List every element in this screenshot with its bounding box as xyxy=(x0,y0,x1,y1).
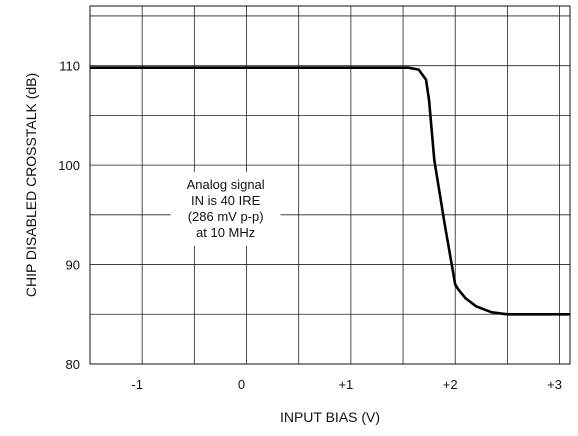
x-tick-label: +2 xyxy=(443,377,458,392)
annotation-background xyxy=(170,171,281,246)
y-tick-label: 110 xyxy=(59,59,80,74)
crosstalk-curve xyxy=(90,66,570,316)
annotation-box: Analog signal IN is 40 IRE (286 mV p-p) at … xyxy=(170,171,281,246)
annotation-line: Analog signal xyxy=(187,177,265,192)
plot-frame xyxy=(89,5,571,365)
x-tick-label: -1 xyxy=(131,377,143,392)
annotation-line: (286 mV p-p) xyxy=(188,209,264,224)
y-axis-label: CHIP DISABLED CROSSTALK (dB) xyxy=(23,73,39,297)
annotation-text: Analog signal IN is 40 IRE (286 mV p-p) at … xyxy=(187,177,265,240)
y-tick-label: 80 xyxy=(66,357,80,372)
annotation-line: at 10 MHz xyxy=(196,225,255,240)
x-tick-label: +1 xyxy=(338,377,353,392)
x-axis-label: INPUT BIAS (V) xyxy=(280,409,380,425)
x-tick-label: 0 xyxy=(238,377,245,392)
x-tick-label: +3 xyxy=(547,377,562,392)
annotation-line: IN is 40 IRE xyxy=(191,193,261,208)
grid xyxy=(90,6,570,364)
x-tick-labels: -1 0 +1 +2 +3 xyxy=(131,377,562,392)
y-tick-label: 90 xyxy=(66,258,80,273)
y-tick-labels: 80 90 100 110 xyxy=(58,59,80,372)
y-tick-label: 100 xyxy=(58,158,80,173)
